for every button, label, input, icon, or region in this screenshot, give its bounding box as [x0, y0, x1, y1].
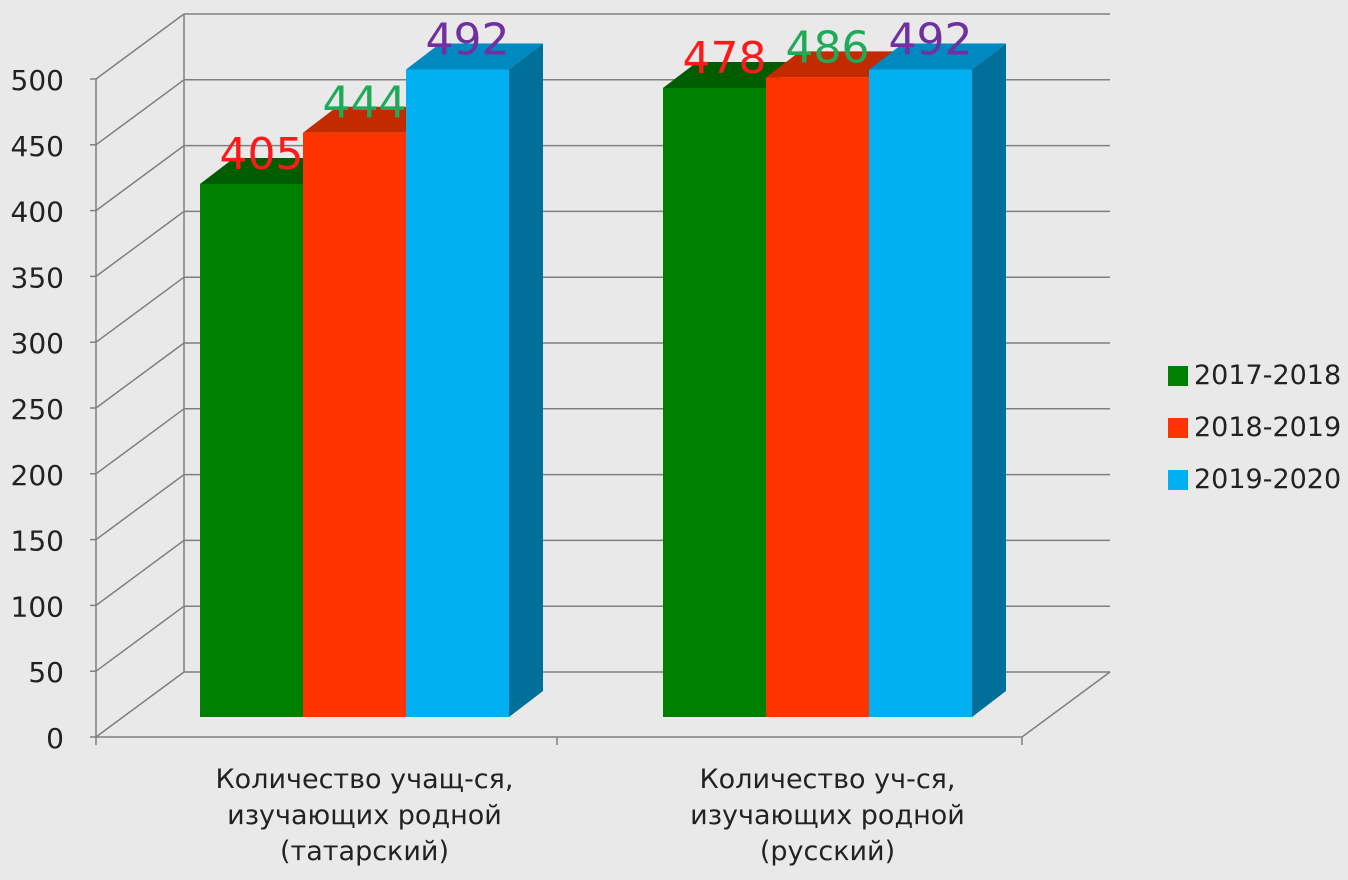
gridline-diagonal	[96, 80, 184, 145]
y-tick-label: 200	[11, 459, 64, 492]
legend-swatch	[1168, 418, 1188, 438]
data-label: 478	[683, 33, 767, 84]
bar	[766, 77, 869, 717]
y-tick-label: 50	[28, 656, 64, 689]
gridline-diagonal	[96, 211, 184, 276]
gridline-diagonal	[96, 14, 184, 79]
gridline-diagonal	[96, 277, 184, 342]
bar	[200, 184, 303, 717]
y-tick-label: 150	[11, 525, 64, 558]
x-category-label: (русский)	[760, 836, 895, 867]
floor-right-edge	[1022, 672, 1110, 737]
legend-label: 2019-2020	[1194, 464, 1341, 495]
gridline-diagonal	[96, 540, 184, 605]
gridline-diagonal	[96, 672, 184, 737]
bar-side	[972, 44, 1006, 717]
bar	[406, 70, 509, 717]
x-category-label: изучающих родной	[690, 800, 965, 831]
legend-swatch	[1168, 470, 1188, 490]
bar	[303, 133, 406, 717]
legend-label: 2018-2019	[1194, 412, 1341, 443]
data-label: 486	[786, 22, 870, 73]
legend-label: 2017-2018	[1194, 360, 1341, 391]
y-tick-label: 300	[11, 327, 64, 360]
data-label: 492	[889, 15, 973, 66]
y-tick-label: 400	[11, 196, 64, 229]
gridline-diagonal	[96, 409, 184, 474]
y-tick-label: 450	[11, 130, 64, 163]
gridline-diagonal	[96, 146, 184, 211]
data-label: 405	[220, 129, 304, 180]
bar	[869, 70, 972, 717]
y-tick-label: 250	[11, 393, 64, 426]
x-category-label: Количество уч-ся,	[700, 764, 956, 795]
bar	[663, 88, 766, 717]
y-tick-label: 350	[11, 261, 64, 294]
x-category-label: Количество учащ-ся,	[216, 764, 514, 795]
legend-swatch	[1168, 366, 1188, 386]
y-tick-label: 100	[11, 590, 64, 623]
x-category-label: (татарский)	[280, 836, 449, 867]
gridline-diagonal	[96, 475, 184, 540]
x-category-label: изучающих родной	[227, 800, 502, 831]
data-label: 492	[426, 15, 510, 66]
data-label: 444	[323, 78, 407, 129]
gridline-diagonal	[96, 343, 184, 408]
y-tick-label: 500	[11, 64, 64, 97]
bar-side	[509, 44, 543, 717]
gridline-diagonal	[96, 606, 184, 671]
y-tick-label: 0	[46, 722, 64, 755]
